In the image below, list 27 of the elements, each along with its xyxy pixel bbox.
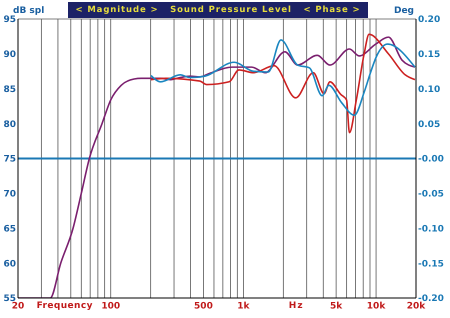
text: Hz xyxy=(288,301,305,311)
x-axis-title: Frequency xyxy=(36,301,94,311)
x-tick-label: 500 xyxy=(194,301,213,312)
y2-tick-label: 0.05 xyxy=(418,120,440,130)
x-tick-label: 5k xyxy=(330,301,344,312)
y2-tick-label: 0.20 xyxy=(418,15,440,26)
y2-tick-label: -0.15 xyxy=(418,259,444,270)
y2-tick-label: -0.10 xyxy=(418,224,444,234)
chart-title: < Magnitude > Sound Pressure Level < Phase > xyxy=(68,2,368,18)
y-tick-label: 65 xyxy=(3,224,16,234)
y-tick-label: 90 xyxy=(3,50,16,60)
x-tick-label: 100 xyxy=(101,301,120,312)
y2-tick-label: -0.05 xyxy=(418,190,444,200)
x-tick-label: 10k xyxy=(366,301,386,312)
y-axis-title: dB spl xyxy=(13,6,44,16)
x-tick-label: 1k xyxy=(237,301,251,312)
y2-axis-title: Deg xyxy=(394,6,414,16)
y-tick-label: 75 xyxy=(3,154,16,165)
y-tick-label: 80 xyxy=(3,120,16,130)
y2-tick-label: 0.15 xyxy=(418,50,440,60)
y-tick-label: 95 xyxy=(3,15,16,26)
y2-tick-label: -0.00 xyxy=(418,154,444,165)
y2-tick-label: 0.10 xyxy=(418,84,440,95)
y-tick-label: 85 xyxy=(3,84,16,95)
x-tick-label: 20 xyxy=(12,301,24,312)
y-tick-label: 60 xyxy=(3,259,16,270)
y-tick-label: 70 xyxy=(3,190,16,200)
